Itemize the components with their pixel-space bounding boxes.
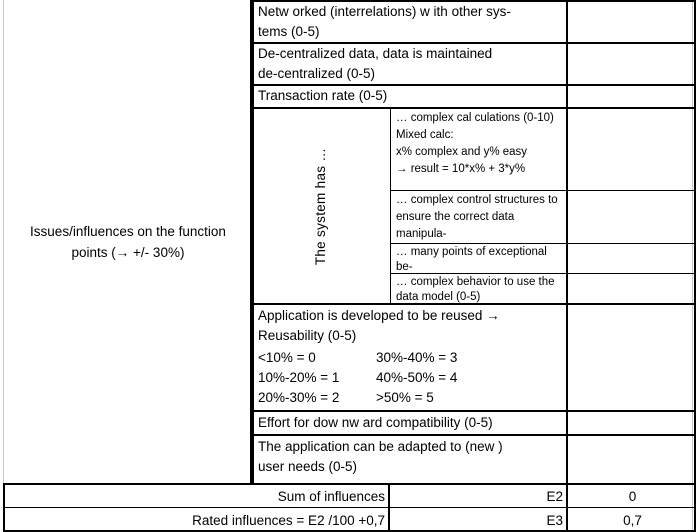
subrow-exceptional-behavior-label: … many points of exceptional be- havior … bbox=[396, 246, 547, 273]
reusability-scale-left-0: <10% = 0 bbox=[258, 350, 316, 365]
row-networked-value[interactable] bbox=[570, 1, 694, 42]
rule-col-left-header-2 bbox=[252, 0, 254, 484]
row-decentralized-value[interactable] bbox=[570, 43, 694, 84]
rule-top bbox=[252, 0, 696, 2]
subrow-complex-behavior-label: … complex behavior to use the data model… bbox=[396, 276, 555, 303]
subrow-complex-calculations-label: … complex cal culations (0-10) Mixed cal… bbox=[396, 112, 554, 175]
subrow-exceptional-behavior-value[interactable] bbox=[570, 244, 694, 273]
rule-col-value-left bbox=[566, 0, 568, 532]
rule-col-summary-left bbox=[3, 483, 5, 532]
rule-col-system-inner bbox=[390, 108, 391, 304]
row-transaction-rate-label: Transaction rate (0-5) bbox=[258, 88, 388, 103]
row-adaptability-label: The application can be adapted to (new )… bbox=[258, 439, 503, 474]
subrow-control-structures-value[interactable] bbox=[570, 191, 694, 243]
rule-after-system-group bbox=[252, 303, 696, 305]
rule-after-reusability bbox=[252, 410, 696, 412]
rule-subrow-c bbox=[390, 273, 696, 274]
page-guide-right bbox=[692, 0, 693, 532]
rule-col-right-edge bbox=[694, 0, 696, 532]
rule-between-summary bbox=[3, 507, 696, 508]
row-networked-label: Netw orked (interrelations) w ith other … bbox=[258, 4, 511, 39]
summary-rated-label: Rated influences = E2 /100 +0,7 bbox=[192, 512, 385, 528]
rule-subrow-a-value bbox=[568, 190, 696, 191]
left-row-header: Issues/influences on the function points… bbox=[30, 224, 226, 260]
subrow-control-structures-label: … complex control structures to ensure t… bbox=[396, 194, 558, 240]
row-reusability-title: Application is developed to be reused → … bbox=[258, 308, 500, 343]
rule-subrow-a bbox=[390, 190, 696, 191]
rule-subrow-b bbox=[390, 243, 696, 244]
subrow-complex-calculations-value[interactable] bbox=[570, 109, 694, 190]
rule-col-summary-code bbox=[388, 483, 390, 532]
row-decentralized-label: De-centralized data, data is maintained … bbox=[258, 46, 493, 81]
system-has-vertical-label: The system has … bbox=[254, 109, 388, 303]
row-transaction-rate-value[interactable] bbox=[570, 85, 694, 108]
reusability-scale-right-2: >50% = 5 bbox=[376, 390, 434, 405]
rule-after-downward bbox=[252, 434, 696, 436]
reusability-scale-grid: <10% = 0 30%-40% = 3 10%-20% = 1 40%-50%… bbox=[258, 348, 564, 408]
summary-sum-value[interactable]: 0 bbox=[628, 488, 637, 504]
reusability-scale-right-1: 40%-50% = 4 bbox=[376, 370, 458, 385]
rule-above-summary bbox=[3, 483, 696, 485]
summary-rated-code: E3 bbox=[546, 512, 563, 528]
reusability-scale-left-2: 20%-30% = 2 bbox=[258, 390, 340, 405]
rule-col-left-header bbox=[250, 0, 252, 484]
rule-after-transaction bbox=[252, 107, 696, 109]
row-downward-compatibility-value[interactable] bbox=[570, 412, 694, 435]
rule-after-decentral bbox=[252, 84, 696, 86]
summary-rated-value[interactable]: 0,7 bbox=[623, 512, 642, 528]
summary-sum-label: Sum of influences bbox=[277, 488, 385, 504]
row-downward-compatibility-label: Effort for dow nw ard compatibility (0-5… bbox=[258, 415, 493, 430]
summary-sum-code: E2 bbox=[546, 488, 563, 504]
reusability-scale-left-1: 10%-20% = 1 bbox=[258, 370, 340, 385]
rule-after-networked bbox=[252, 42, 696, 44]
reusability-scale-right-0: 30%-40% = 3 bbox=[376, 350, 458, 365]
row-adaptability-value[interactable] bbox=[570, 436, 694, 484]
rule-bottom bbox=[3, 530, 696, 532]
system-has-vertical-label-text: The system has … bbox=[313, 147, 329, 265]
row-reusability-value[interactable] bbox=[570, 305, 694, 410]
subrow-complex-behavior-value[interactable] bbox=[570, 274, 694, 303]
page-guide-left bbox=[3, 0, 4, 532]
